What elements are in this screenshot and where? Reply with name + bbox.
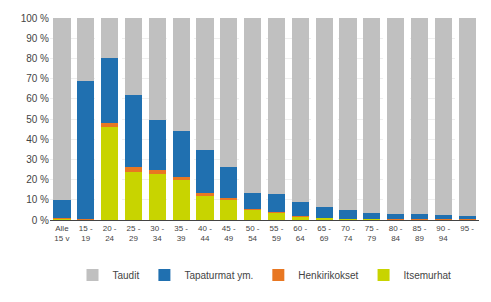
svg-text:45 -49: 45 -49	[222, 224, 236, 243]
svg-text:80 -84: 80 -84	[389, 224, 403, 243]
svg-text:Tapaturmat ym.: Tapaturmat ym.	[184, 270, 253, 281]
svg-text:100 %: 100 %	[21, 13, 49, 24]
svg-text:Alle15 v: Alle15 v	[54, 224, 69, 243]
svg-text:40 %: 40 %	[26, 134, 49, 145]
svg-text:40 -44: 40 -44	[198, 224, 212, 243]
svg-text:70 -74: 70 -74	[341, 224, 355, 243]
svg-text:70 %: 70 %	[26, 73, 49, 84]
svg-text:60 -64: 60 -64	[293, 224, 307, 243]
svg-text:15 -19: 15 -19	[79, 224, 93, 243]
svg-text:Itsemurhat: Itsemurhat	[404, 270, 451, 281]
svg-text:80 %: 80 %	[26, 53, 49, 64]
svg-text:50 -54: 50 -54	[246, 224, 260, 243]
svg-text:35 -39: 35 -39	[174, 224, 188, 243]
svg-text:30 %: 30 %	[26, 154, 49, 165]
svg-text:55 -59: 55 -59	[270, 224, 284, 243]
svg-text:25 -29: 25 -29	[127, 224, 141, 243]
svg-text:30 -34: 30 -34	[150, 224, 164, 243]
svg-text:95 -: 95 -	[460, 224, 474, 233]
svg-text:0 %: 0 %	[32, 215, 49, 226]
svg-text:65 -69: 65 -69	[317, 224, 331, 243]
svg-text:85 -89: 85 -89	[413, 224, 427, 243]
svg-text:20 -24: 20 -24	[103, 224, 117, 243]
svg-text:Taudit: Taudit	[113, 270, 140, 281]
svg-text:90 -94: 90 -94	[436, 224, 450, 243]
svg-text:75 -79: 75 -79	[365, 224, 379, 243]
svg-text:90 %: 90 %	[26, 33, 49, 44]
svg-text:20 %: 20 %	[26, 174, 49, 185]
svg-text:60 %: 60 %	[26, 93, 49, 104]
svg-text:Henkirikokset: Henkirikokset	[298, 270, 358, 281]
svg-text:10 %: 10 %	[26, 194, 49, 205]
svg-text:50 %: 50 %	[26, 114, 49, 125]
